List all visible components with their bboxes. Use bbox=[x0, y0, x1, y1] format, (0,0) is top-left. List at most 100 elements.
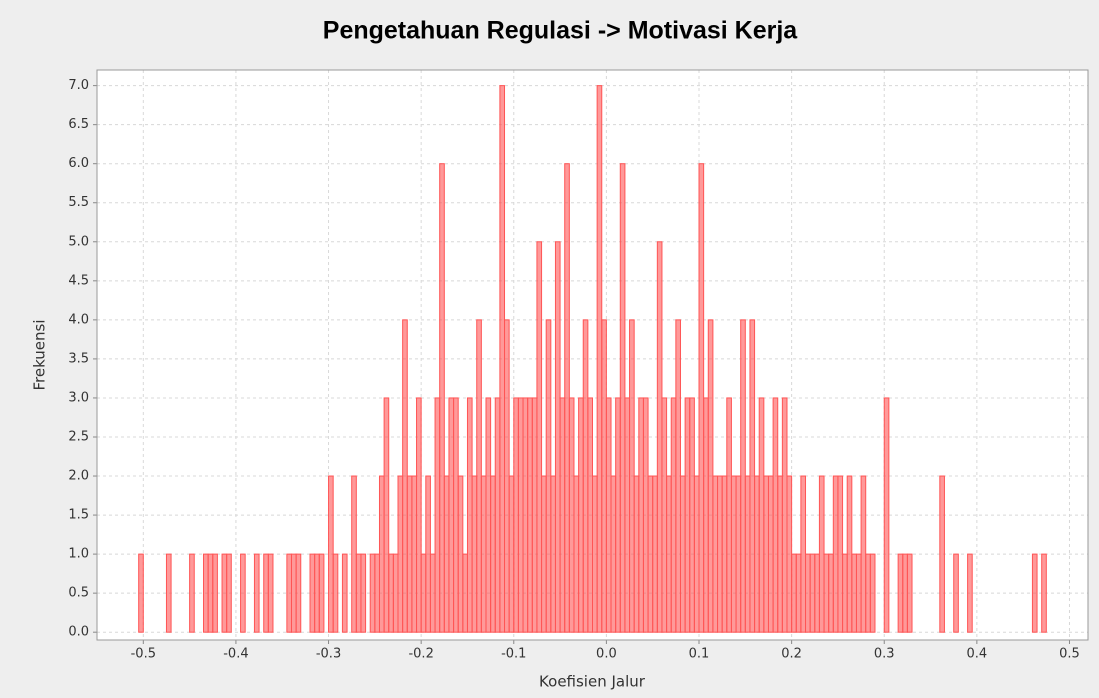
bar bbox=[587, 397, 593, 633]
y-tick-label: 5.0 bbox=[68, 234, 89, 249]
y-tick-label: 7.0 bbox=[68, 78, 89, 93]
x-tick-label: 0.0 bbox=[596, 647, 617, 662]
y-tick-label: 0.0 bbox=[68, 625, 89, 640]
bar bbox=[832, 475, 839, 633]
bar bbox=[351, 475, 357, 633]
bar bbox=[615, 397, 621, 633]
bar bbox=[402, 319, 408, 633]
y-axis-label: Frekuensi bbox=[31, 319, 49, 390]
bar bbox=[221, 553, 228, 633]
bar bbox=[712, 475, 719, 633]
bar bbox=[536, 241, 543, 633]
x-tick-label: -0.2 bbox=[408, 647, 433, 662]
plot-content bbox=[97, 70, 1088, 640]
bar bbox=[675, 319, 681, 633]
bar bbox=[383, 397, 390, 633]
bar bbox=[466, 397, 473, 633]
bar bbox=[203, 553, 209, 633]
bar bbox=[462, 553, 468, 633]
bar bbox=[434, 397, 441, 633]
bar bbox=[439, 163, 445, 633]
y-tick-label: 6.5 bbox=[68, 117, 89, 132]
bar bbox=[443, 475, 450, 633]
bar bbox=[453, 397, 459, 633]
bar bbox=[485, 397, 492, 633]
bar bbox=[522, 397, 529, 633]
bar bbox=[767, 475, 774, 633]
bar bbox=[226, 553, 232, 633]
bar bbox=[726, 397, 732, 633]
bar bbox=[666, 475, 672, 633]
bar bbox=[374, 553, 380, 633]
bar bbox=[823, 553, 830, 633]
y-tick-label: 6.0 bbox=[68, 156, 89, 171]
x-tick-label: 0.2 bbox=[781, 647, 802, 662]
bar bbox=[1041, 553, 1047, 633]
bar bbox=[703, 397, 709, 633]
bar bbox=[508, 475, 515, 633]
bar bbox=[541, 475, 547, 633]
bar bbox=[165, 553, 172, 633]
bar bbox=[263, 553, 269, 633]
plot-area bbox=[96, 69, 1089, 641]
bar bbox=[582, 319, 589, 633]
bar bbox=[189, 553, 195, 633]
bar bbox=[633, 475, 640, 633]
bar bbox=[656, 241, 663, 633]
bar bbox=[388, 553, 394, 633]
bar bbox=[939, 475, 945, 633]
bar bbox=[758, 397, 765, 633]
bar bbox=[212, 553, 218, 633]
y-tick-label: 4.5 bbox=[68, 273, 89, 288]
y-tick-label: 2.0 bbox=[68, 469, 89, 484]
bar bbox=[772, 397, 779, 633]
bar bbox=[490, 475, 496, 633]
y-tick-label: 3.0 bbox=[68, 390, 89, 405]
bar bbox=[480, 475, 487, 633]
bar bbox=[578, 397, 584, 633]
bar bbox=[592, 475, 598, 633]
bar bbox=[953, 553, 959, 633]
bar bbox=[550, 475, 556, 633]
chart-title: Pengetahuan Regulasi -> Motivasi Kerja bbox=[323, 17, 799, 45]
y-tick-label: 3.5 bbox=[68, 351, 89, 366]
y-tick-label: 2.5 bbox=[68, 429, 89, 444]
bar bbox=[527, 397, 533, 633]
x-tick-label: 0.3 bbox=[874, 647, 895, 662]
x-tick-label: -0.1 bbox=[501, 647, 526, 662]
bar bbox=[670, 397, 677, 633]
bar bbox=[684, 397, 691, 633]
bar bbox=[290, 553, 297, 633]
bar bbox=[883, 397, 890, 633]
bar bbox=[309, 553, 316, 633]
bar bbox=[397, 475, 404, 633]
bar bbox=[610, 475, 617, 633]
bar bbox=[457, 475, 464, 633]
bar bbox=[902, 553, 908, 633]
x-tick-label: 0.5 bbox=[1059, 647, 1080, 662]
bar bbox=[601, 319, 607, 633]
bar bbox=[332, 553, 339, 633]
x-tick-label: -0.3 bbox=[316, 647, 341, 662]
bar bbox=[267, 553, 274, 633]
bar bbox=[652, 475, 658, 633]
bar bbox=[253, 553, 260, 633]
bar bbox=[754, 475, 760, 633]
bar bbox=[554, 241, 561, 633]
bar bbox=[504, 319, 510, 633]
bar bbox=[425, 475, 431, 633]
bar bbox=[707, 319, 714, 633]
bar bbox=[476, 319, 482, 633]
bar bbox=[295, 553, 302, 633]
bar bbox=[721, 475, 728, 633]
y-tick-label: 4.0 bbox=[68, 312, 89, 327]
bar bbox=[448, 397, 455, 633]
bar bbox=[906, 553, 913, 633]
bar bbox=[573, 475, 580, 633]
bar bbox=[698, 163, 705, 633]
bar bbox=[689, 397, 695, 633]
bar bbox=[207, 553, 214, 633]
bar bbox=[494, 397, 501, 633]
bar bbox=[411, 475, 418, 633]
